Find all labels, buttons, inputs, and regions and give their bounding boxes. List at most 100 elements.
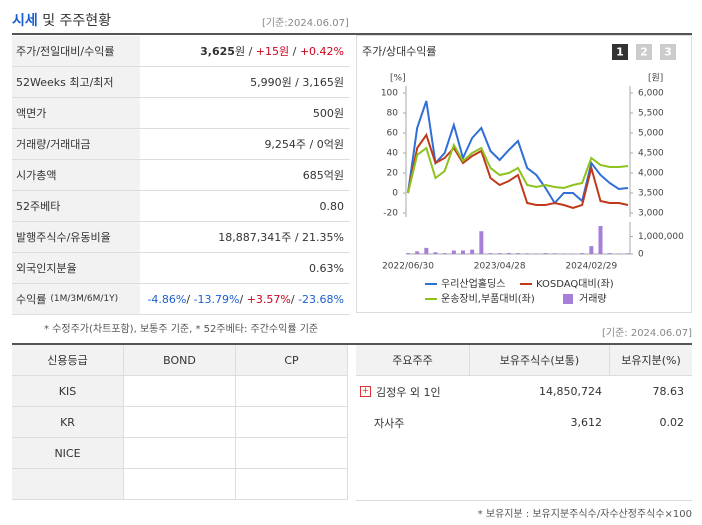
volume-bar xyxy=(525,253,530,254)
value: 9,254주 / 0억원 xyxy=(264,138,344,151)
expand-icon[interactable]: + xyxy=(360,386,371,397)
volume-bar xyxy=(561,253,566,254)
tab-label[interactable]: 3 xyxy=(664,46,672,59)
volume-bar xyxy=(598,226,603,254)
value: -13.79% xyxy=(193,292,240,306)
tab-label[interactable]: 1 xyxy=(616,46,624,59)
table-cell xyxy=(124,376,236,407)
series-line xyxy=(407,142,629,194)
volume-bar xyxy=(616,253,621,254)
table-cell xyxy=(236,407,348,438)
value: +3.57% xyxy=(246,292,291,306)
cell-text: 0.02 xyxy=(659,416,685,429)
cell-text: 자사주 xyxy=(374,416,405,430)
row-value: 9,254주 / 0억원 xyxy=(140,129,350,160)
row-label: 거래량/거래대금 xyxy=(12,129,140,160)
y3-tick-label: 0 xyxy=(638,250,644,260)
table-cell xyxy=(236,469,348,500)
label: 52주베타 xyxy=(16,200,61,213)
row-label: 수익률 (1M/3M/6M/1Y) xyxy=(12,284,140,315)
label: 액면가 xyxy=(16,107,47,120)
value: / xyxy=(239,292,247,306)
header-cell: 주요주주 xyxy=(356,345,470,376)
x-tick-label: 2022/06/30 xyxy=(382,262,434,272)
cell-text: 14,850,724 xyxy=(539,385,602,398)
volume-bar xyxy=(451,250,456,254)
table-cell xyxy=(124,407,236,438)
y-tick-label: 100 xyxy=(381,89,398,99)
volume-bar xyxy=(552,253,557,254)
header-cell: 보유지분(%) xyxy=(610,345,692,376)
row-value: -4.86% / -13.79% / +3.57% / -23.68% xyxy=(140,284,350,315)
y2-tick-label: 6,000 xyxy=(638,89,664,99)
value: +0.42% xyxy=(299,44,344,58)
cell-text: 3,612 xyxy=(570,416,603,429)
volume-bar xyxy=(571,253,575,254)
holders-date: [기준: 2024.06.07] xyxy=(601,328,692,339)
tab-label[interactable]: 2 xyxy=(640,46,648,59)
volume-bar xyxy=(543,253,548,254)
table-cell xyxy=(124,469,236,500)
cell-text: 김정우 외 1인 xyxy=(376,385,441,399)
value: / xyxy=(289,44,300,58)
value: 3,625 xyxy=(200,44,235,58)
table-cell xyxy=(236,376,348,407)
y-tick-label: 20 xyxy=(387,169,399,179)
volume-bar xyxy=(497,253,502,254)
row-label: 발행주식수/유동비율 xyxy=(12,222,140,253)
row-value: 0.80 xyxy=(140,191,350,222)
x-tick-label: 2024/02/29 xyxy=(565,262,617,272)
table-cell: NICE xyxy=(12,438,124,469)
table-cell: + 김정우 외 1인 xyxy=(356,376,470,407)
tab-button[interactable] xyxy=(660,44,676,60)
row-label: 시가총액 xyxy=(12,160,140,191)
date: [기준:2024.06.07] xyxy=(262,18,349,29)
table-cell xyxy=(236,438,348,469)
volume-bar xyxy=(589,246,594,254)
value: / xyxy=(186,292,194,306)
y2-tick-label: 5,000 xyxy=(638,129,664,139)
table-cell: KR xyxy=(12,407,124,438)
header-rule xyxy=(12,33,692,35)
legend-swatch xyxy=(563,294,573,304)
value: 0.80 xyxy=(319,199,345,213)
header-cell: 보유주식수(보통) xyxy=(470,345,610,376)
row-value: 3,625 원 / +15원 / +0.42% xyxy=(140,36,350,67)
legend-label: KOSDAQ대비(좌) xyxy=(536,278,614,290)
tab-button[interactable] xyxy=(636,44,652,60)
chart-panel xyxy=(356,35,692,313)
volume-bar xyxy=(461,250,465,254)
volume-bar xyxy=(488,253,493,254)
label: 거래량/거래대금 xyxy=(16,138,91,151)
y-tick-label: 80 xyxy=(387,109,399,119)
title-rest: 및 주주현황 xyxy=(42,13,112,29)
y2-tick-label: 3,000 xyxy=(638,209,664,219)
y3-tick-label: 1,000,000 xyxy=(638,232,684,242)
holders-footnote: * 보유지분 : 보유지분주식수/자수산정주식수×100 xyxy=(477,509,692,520)
volume-bar xyxy=(534,253,539,254)
row-label: 52Weeks 최고/최저 xyxy=(12,67,140,98)
header: 시세 및 주주현황 xyxy=(12,10,111,30)
footnote: * 수정주가(차트포함), 보통주 기준, * 52주베타: 주간수익률 기준 xyxy=(44,324,319,335)
volume-bar xyxy=(415,251,420,254)
value: 18,887,341주 / 21.35% xyxy=(218,231,344,244)
row-value: 5,990원 / 3,165원 xyxy=(140,67,350,98)
y2-tick-label: 4,500 xyxy=(638,149,664,159)
y-tick-label: 60 xyxy=(387,129,399,139)
tab-button[interactable] xyxy=(612,44,628,60)
table-cell: KIS xyxy=(12,376,124,407)
y-tick-label: -20 xyxy=(383,209,398,219)
row-value: 500원 xyxy=(140,98,350,129)
row-value: 0.63% xyxy=(140,253,350,284)
volume-bar xyxy=(580,253,585,254)
table-cell: 자사주 xyxy=(356,407,470,438)
value: -23.68% xyxy=(298,292,344,306)
volume-bar xyxy=(506,252,511,254)
label: 주가/전일대비/수익률 xyxy=(16,45,115,58)
label: 시가총액 xyxy=(16,169,57,182)
table-cell: 3,612 xyxy=(470,407,610,438)
volume-bar xyxy=(626,253,630,254)
cell-text: 78.63 xyxy=(652,385,685,398)
